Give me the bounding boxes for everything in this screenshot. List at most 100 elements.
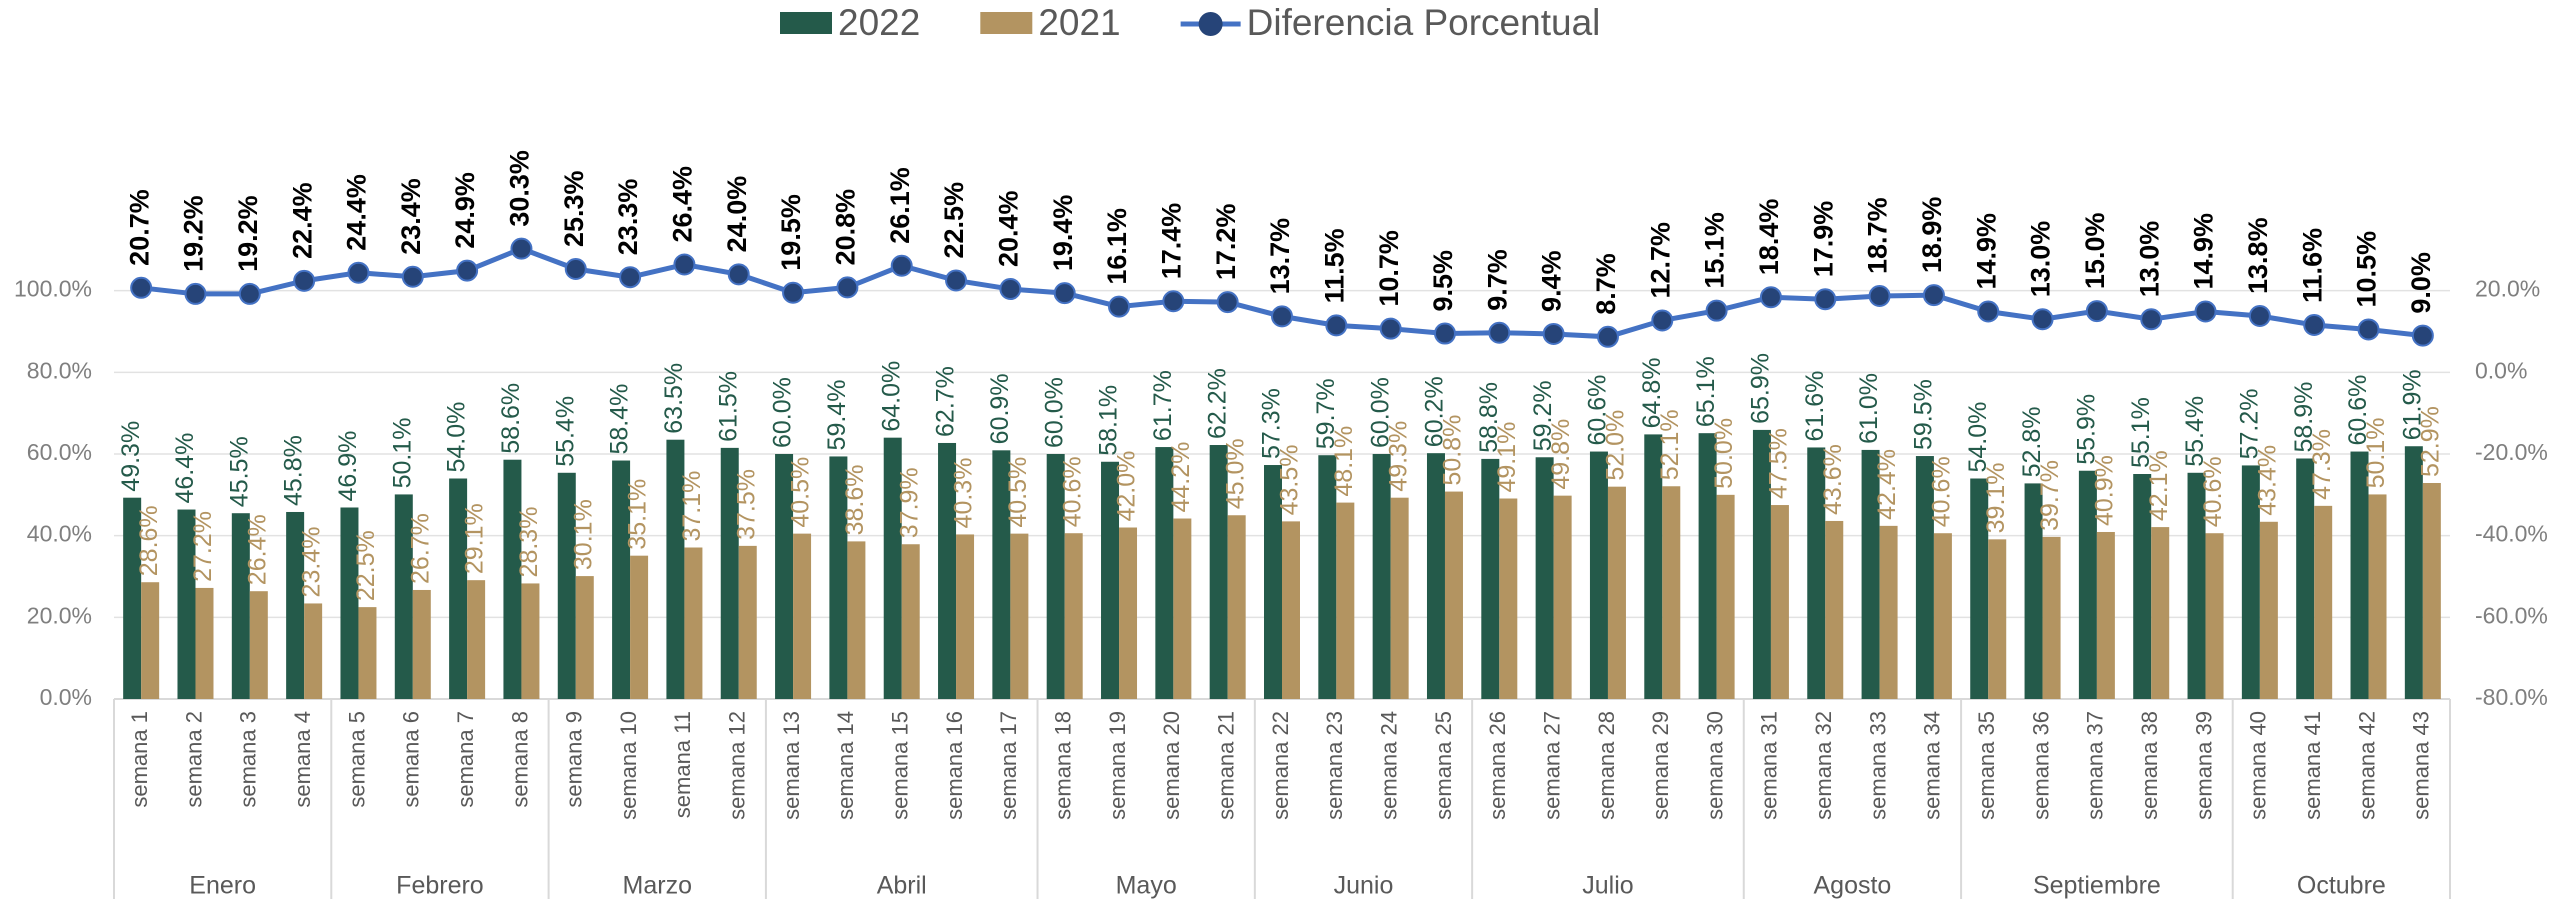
bar: [2206, 533, 2224, 699]
x-tick-label: semana 20: [1159, 711, 1184, 820]
bar: [902, 544, 920, 699]
data-label: 42.4%: [1873, 449, 1901, 520]
bar: [1499, 499, 1517, 699]
line-marker: [783, 283, 803, 303]
data-label: 37.5%: [732, 469, 760, 540]
group-label: Febrero: [396, 872, 484, 899]
line-marker: [2196, 301, 2216, 321]
bar: [576, 576, 594, 699]
line-marker: [2359, 319, 2379, 339]
data-label: 65.9%: [1747, 353, 1775, 424]
x-tick-label: semana 16: [942, 711, 967, 820]
bar: [684, 548, 702, 699]
y-tick-label: 80.0%: [27, 357, 92, 383]
y2-tick-label: -80.0%: [2475, 684, 2548, 710]
data-label: 14.9%: [1971, 213, 2001, 290]
x-tick-label: semana 43: [2409, 711, 2434, 820]
data-label: 23.4%: [298, 527, 326, 598]
line-marker: [674, 255, 694, 275]
data-label: 27.2%: [189, 511, 217, 582]
data-label: 44.2%: [1167, 442, 1195, 513]
data-label: 35.1%: [624, 479, 652, 550]
data-label: 30.1%: [569, 499, 597, 570]
bar: [1988, 539, 2006, 699]
x-tick-label: semana 22: [1268, 711, 1293, 820]
bar: [467, 580, 485, 699]
bar: [1173, 519, 1191, 699]
page: {"chart_data": {"type": "bar", "categori…: [0, 0, 2560, 899]
bar: [1536, 457, 1554, 699]
bar: [304, 603, 322, 699]
data-label: 52.9%: [2416, 406, 2444, 477]
x-tick-label: semana 14: [833, 711, 858, 820]
line-marker: [2141, 309, 2161, 329]
data-label: 45.8%: [280, 435, 308, 506]
bar: [1825, 521, 1843, 699]
data-label: 10.7%: [1374, 230, 1404, 307]
data-label: 58.1%: [1095, 385, 1123, 456]
data-label: 50.1%: [2362, 418, 2390, 489]
data-label: 54.0%: [443, 402, 471, 473]
bar: [1554, 496, 1572, 699]
data-label: 10.5%: [2352, 231, 2382, 308]
line-marker: [348, 263, 368, 283]
bar: [1427, 453, 1445, 699]
bar: [503, 460, 521, 699]
x-tick-label: semana 31: [1757, 711, 1782, 820]
data-label: 39.1%: [1982, 462, 2010, 533]
chart: 0.0%20.0%40.0%60.0%80.0%100.0%-80.0%-60.…: [0, 0, 2560, 899]
x-tick-label: semana 37: [2083, 711, 2108, 820]
line-marker: [620, 267, 640, 287]
x-tick-label: semana 18: [1051, 711, 1076, 820]
data-label: 45.0%: [1221, 438, 1249, 509]
bar: [1481, 459, 1499, 699]
line-marker: [1544, 324, 1564, 344]
line-marker: [1381, 319, 1401, 339]
bar: [1119, 528, 1137, 700]
data-label: 43.4%: [2253, 445, 2281, 516]
data-label: 30.3%: [505, 150, 535, 227]
x-tick-label: semana 33: [1865, 711, 1890, 820]
x-tick-label: semana 9: [562, 711, 587, 808]
data-label: 40.5%: [787, 457, 815, 528]
bar: [1717, 495, 1735, 699]
data-label: 22.5%: [939, 182, 969, 259]
data-label: 52.1%: [1656, 409, 1684, 480]
data-label: 13.8%: [2243, 217, 2273, 294]
line-marker: [1272, 306, 1292, 326]
data-label: 15.0%: [2080, 213, 2110, 290]
data-label: 28.6%: [135, 505, 163, 576]
bar: [2423, 483, 2441, 699]
data-label: 60.0%: [769, 377, 797, 448]
data-label: 26.4%: [668, 166, 698, 243]
data-label: 14.9%: [2189, 213, 2219, 290]
data-label: 43.5%: [1276, 444, 1304, 515]
x-tick-label: semana 25: [1431, 711, 1456, 820]
data-label: 52.0%: [1602, 410, 1630, 481]
data-label: 19.5%: [776, 194, 806, 271]
line-marker: [1598, 327, 1618, 347]
bar: [1010, 534, 1028, 699]
data-label: 19.2%: [233, 195, 263, 272]
line-marker: [1218, 292, 1238, 312]
data-label: 20.8%: [831, 189, 861, 266]
line-marker: [729, 264, 749, 284]
legend-swatch: [980, 12, 1032, 34]
line-marker: [2087, 301, 2107, 321]
legend-swatch: [780, 12, 832, 34]
data-label: 9.5%: [1428, 250, 1458, 312]
line-marker: [566, 259, 586, 279]
line-marker: [1761, 287, 1781, 307]
data-label: 40.6%: [1058, 456, 1086, 527]
group-label: Agosto: [1813, 872, 1891, 899]
group-label: Junio: [1334, 872, 1394, 899]
data-label: 55.9%: [2072, 394, 2100, 465]
bar: [250, 591, 268, 699]
data-label: 24.9%: [450, 172, 480, 249]
bar: [739, 546, 757, 699]
x-tick-label: semana 38: [2137, 711, 2162, 820]
y-tick-label: 20.0%: [27, 602, 92, 628]
x-tick-label: semana 4: [290, 711, 315, 808]
bar: [2405, 446, 2423, 699]
data-label: 13.0%: [2134, 221, 2164, 298]
